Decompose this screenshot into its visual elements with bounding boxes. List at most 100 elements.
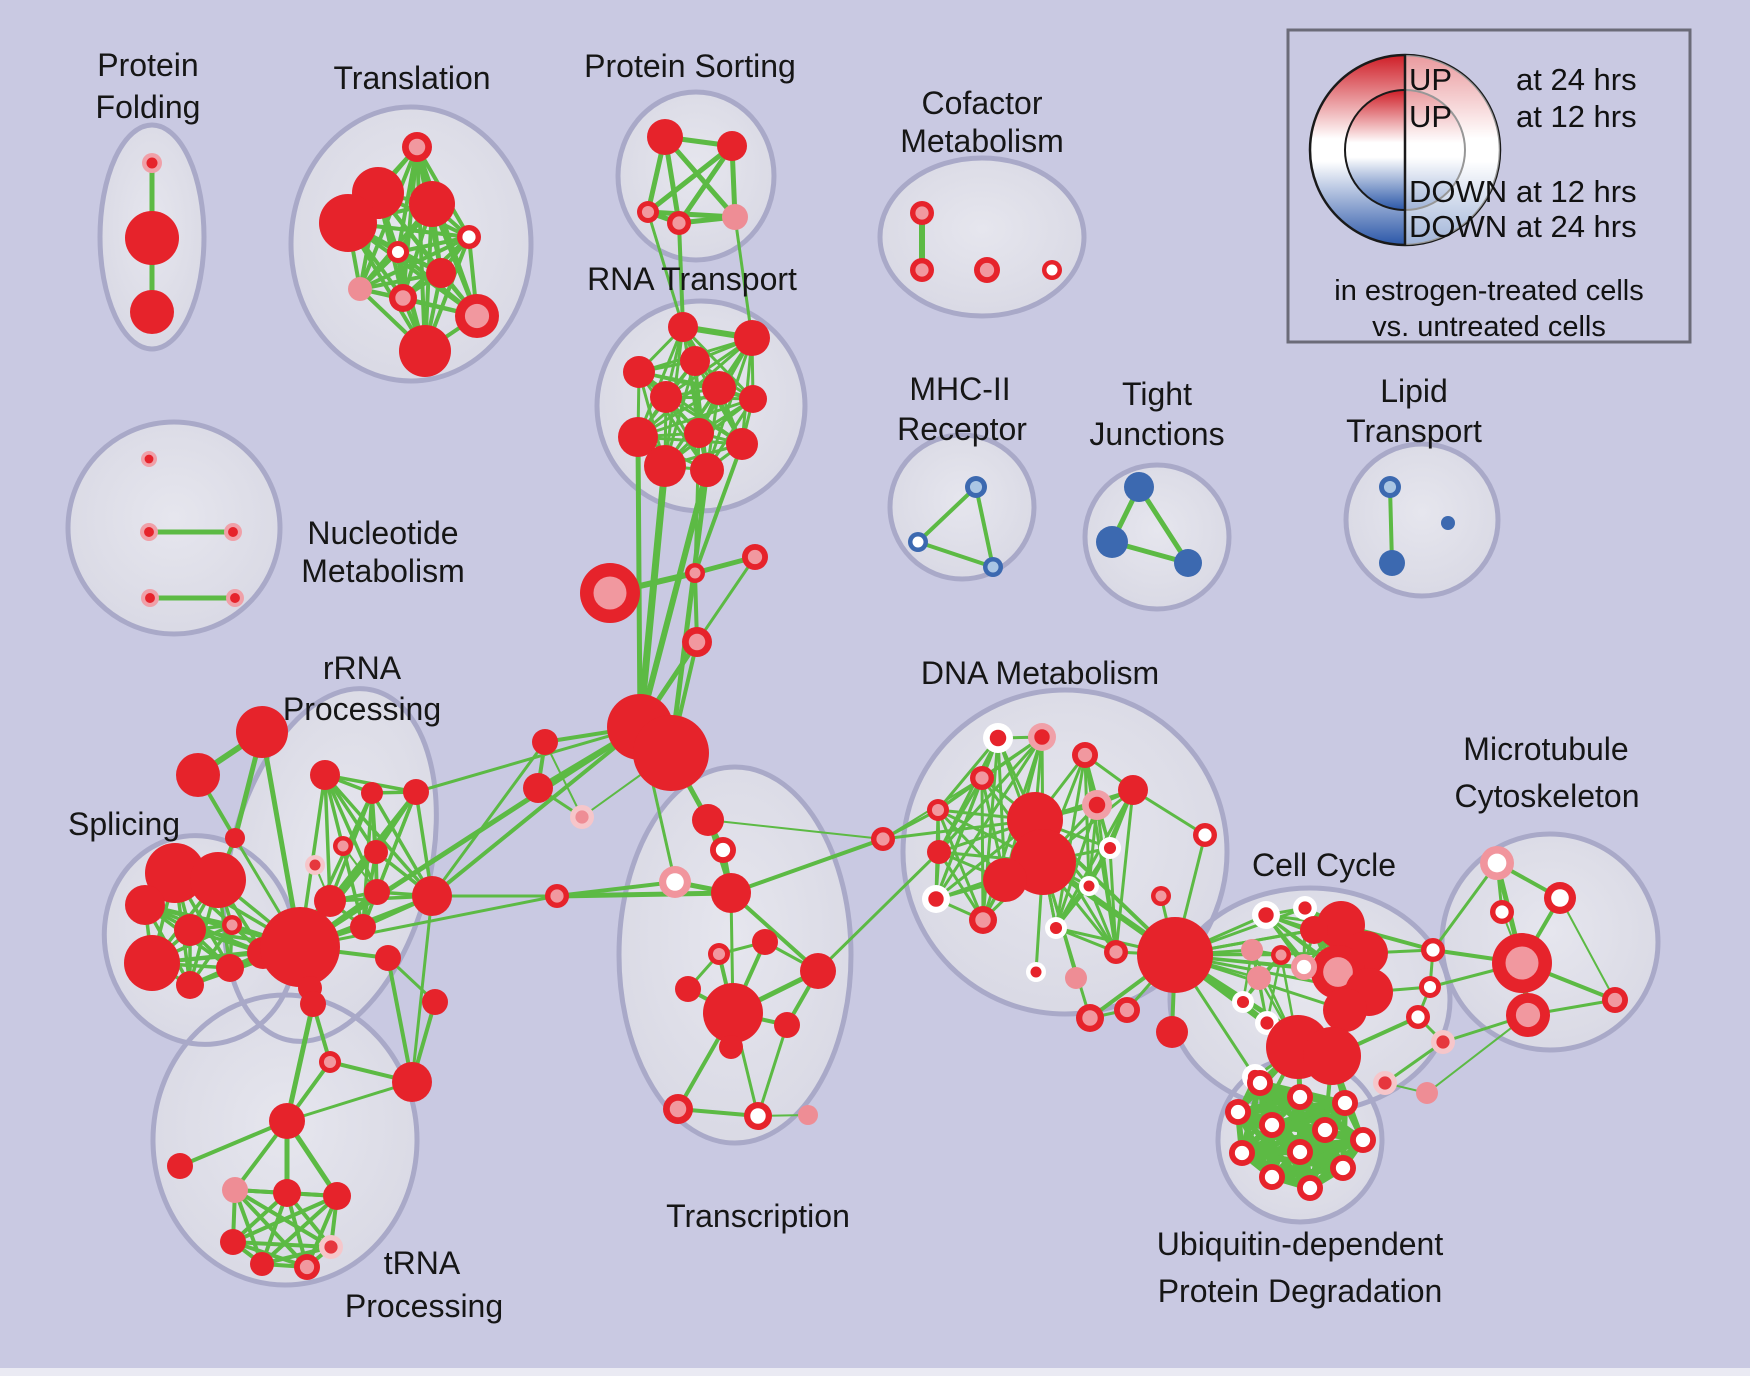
node-nu2[interactable] xyxy=(140,523,158,541)
node-lp1[interactable] xyxy=(1379,476,1401,498)
node-sp8[interactable] xyxy=(216,954,244,982)
node-rr14[interactable] xyxy=(422,989,448,1015)
node-tx4[interactable] xyxy=(711,873,751,913)
node-tb1[interactable] xyxy=(222,1177,248,1203)
node-mh1[interactable] xyxy=(965,476,987,498)
node-cc8[interactable] xyxy=(1291,954,1317,980)
node-dm4[interactable] xyxy=(970,766,994,790)
node-rr9[interactable] xyxy=(412,876,452,916)
node-br1[interactable] xyxy=(1421,938,1445,962)
node-cc9[interactable] xyxy=(1241,939,1263,961)
node-ub5[interactable] xyxy=(1259,1112,1285,1138)
node-pf3[interactable] xyxy=(130,290,174,334)
node-tb7[interactable] xyxy=(319,1235,343,1259)
node-cc4[interactable] xyxy=(1300,916,1328,944)
node-tj2[interactable] xyxy=(1096,526,1128,558)
node-tx5[interactable] xyxy=(545,884,569,908)
node-mt1[interactable] xyxy=(1480,846,1514,880)
node-rt11[interactable] xyxy=(644,445,686,487)
node-cc12[interactable] xyxy=(1232,991,1254,1013)
node-spC[interactable] xyxy=(225,828,245,848)
node-cf3[interactable] xyxy=(974,257,1000,283)
node-tx14[interactable] xyxy=(744,1102,772,1130)
node-ub4[interactable] xyxy=(1225,1099,1251,1125)
node-mt2[interactable] xyxy=(1544,882,1576,914)
node-mt3[interactable] xyxy=(1490,900,1514,924)
node-tx11[interactable] xyxy=(774,1012,800,1038)
node-nu4[interactable] xyxy=(141,589,159,607)
node-rt6[interactable] xyxy=(650,381,682,413)
node-dm19[interactable] xyxy=(1065,967,1087,989)
node-ln2[interactable] xyxy=(523,773,553,803)
node-tx9[interactable] xyxy=(703,983,763,1043)
node-t8[interactable] xyxy=(348,277,372,301)
node-tx12[interactable] xyxy=(719,1035,743,1059)
node-br2[interactable] xyxy=(1419,976,1441,998)
node-ub11[interactable] xyxy=(1259,1164,1285,1190)
node-tb6[interactable] xyxy=(294,1254,320,1280)
node-tj3[interactable] xyxy=(1174,549,1202,577)
node-dm20[interactable] xyxy=(1151,886,1171,906)
node-rt2[interactable] xyxy=(734,320,770,356)
node-ub3[interactable] xyxy=(1332,1090,1358,1116)
node-rt7[interactable] xyxy=(739,385,767,413)
node-br4[interactable] xyxy=(1431,1030,1455,1054)
node-ln1[interactable] xyxy=(532,729,558,755)
node-dm3[interactable] xyxy=(1072,742,1098,768)
node-ub8[interactable] xyxy=(1229,1140,1255,1166)
node-rr10[interactable] xyxy=(350,914,376,940)
node-t1[interactable] xyxy=(402,132,432,162)
node-ps1[interactable] xyxy=(647,119,683,155)
node-lp2[interactable] xyxy=(1379,550,1405,576)
node-nu3[interactable] xyxy=(224,523,242,541)
node-tx1[interactable] xyxy=(692,804,724,836)
node-bc1[interactable] xyxy=(685,563,705,583)
node-trh[interactable] xyxy=(269,1103,305,1139)
node-rrh[interactable] xyxy=(260,907,340,987)
node-tb4[interactable] xyxy=(220,1229,246,1255)
node-ln3[interactable] xyxy=(570,805,594,829)
node-tx6[interactable] xyxy=(708,943,730,965)
node-tx13[interactable] xyxy=(663,1094,693,1124)
node-sp7[interactable] xyxy=(176,971,204,999)
node-trC[interactable] xyxy=(167,1153,193,1179)
node-mt6[interactable] xyxy=(1602,987,1628,1013)
node-ub12[interactable] xyxy=(1297,1175,1323,1201)
node-rr8[interactable] xyxy=(314,885,346,917)
node-rt9[interactable] xyxy=(684,418,714,448)
node-tx2[interactable] xyxy=(710,837,736,863)
node-tb2[interactable] xyxy=(273,1179,301,1207)
node-rr1[interactable] xyxy=(310,760,340,790)
node-tx8[interactable] xyxy=(675,976,701,1002)
node-br6[interactable] xyxy=(1416,1082,1438,1104)
node-dm6[interactable] xyxy=(1082,790,1112,820)
node-t4[interactable] xyxy=(319,194,377,252)
node-hub2[interactable] xyxy=(633,715,709,791)
node-ps4[interactable] xyxy=(667,211,691,235)
node-dm12[interactable] xyxy=(922,885,950,913)
node-rr7[interactable] xyxy=(364,879,390,905)
node-ccB[interactable] xyxy=(1137,917,1213,993)
node-tx15[interactable] xyxy=(798,1105,818,1125)
node-spA[interactable] xyxy=(176,753,220,797)
node-cf4[interactable] xyxy=(1042,260,1062,280)
node-sp6[interactable] xyxy=(124,935,180,991)
node-dm16[interactable] xyxy=(1045,917,1067,939)
node-dm21[interactable] xyxy=(1076,1004,1104,1032)
node-cc14[interactable] xyxy=(1323,988,1367,1032)
node-ps2[interactable] xyxy=(717,131,747,161)
node-dmB[interactable] xyxy=(871,827,895,851)
node-dm7[interactable] xyxy=(1118,775,1148,805)
node-nu1[interactable] xyxy=(141,451,157,467)
node-pf1[interactable] xyxy=(142,153,162,173)
node-ub2[interactable] xyxy=(1287,1084,1313,1110)
node-trA[interactable] xyxy=(300,991,326,1017)
node-t9[interactable] xyxy=(389,284,417,312)
node-bc3[interactable] xyxy=(580,563,640,623)
node-t6[interactable] xyxy=(387,241,409,263)
node-tb3[interactable] xyxy=(323,1182,351,1210)
node-dm1[interactable] xyxy=(983,723,1013,753)
node-t10[interactable] xyxy=(455,294,499,338)
node-br5[interactable] xyxy=(1373,1071,1397,1095)
node-rt1[interactable] xyxy=(668,312,698,342)
